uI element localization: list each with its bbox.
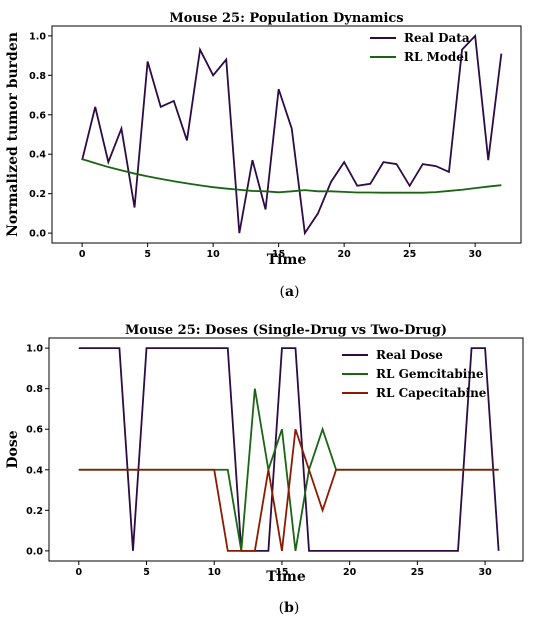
y-tick-label: 0.6	[26, 425, 43, 436]
legend: Real Data RL Model	[370, 31, 470, 64]
legend-entry: RL Model	[404, 50, 469, 64]
x-tick-label: 5	[143, 567, 150, 578]
y-tick-label: 0.0	[29, 229, 46, 240]
series-line-real-data	[81, 33, 503, 236]
x-tick-label: 25	[403, 249, 416, 260]
y-tick-label: 0.2	[26, 506, 43, 517]
x-tick-label: 5	[144, 249, 151, 260]
plot-frame	[51, 25, 522, 244]
x-tick-label: 0	[79, 249, 86, 260]
legend: Real Dose RL Gemcitabine RL Capecitabine	[342, 348, 487, 400]
x-tick-label: 15	[275, 567, 288, 578]
y-tick-label: 1.0	[26, 344, 43, 355]
x-tick-label: 15	[272, 249, 285, 260]
y-tick-label: 0.8	[26, 384, 43, 395]
chart-title: Mouse 25: Population Dynamics	[169, 11, 403, 26]
panel-caption: (a)	[279, 284, 299, 300]
y-tick-label: 1.0	[29, 31, 46, 42]
panel-caption: (b)	[279, 600, 300, 616]
x-axis-label: Time	[267, 252, 307, 268]
y-axis-label: Normalized tumor burden	[5, 32, 21, 237]
y-tick-label: 0.4	[26, 465, 43, 476]
series-line-rl-capecitabine	[78, 428, 499, 552]
x-tick-label: 10	[208, 567, 222, 578]
x-tick-label: 10	[207, 249, 221, 260]
legend-entry: RL Gemcitabine	[376, 367, 484, 381]
panel-letter: a	[285, 284, 294, 300]
y-tick-label: 0.2	[29, 189, 46, 200]
legend-entry: Real Data	[404, 31, 470, 45]
x-tick-label: 25	[411, 567, 424, 578]
plot-frame	[48, 337, 524, 562]
y-tick-label: 0.6	[29, 110, 46, 121]
panel-b: Mouse 25: Doses (Single-Drug vs Two-Drug…	[5, 323, 524, 616]
y-tick-label: 0.4	[29, 150, 46, 161]
x-tick-label: 30	[478, 567, 492, 578]
chart-title: Mouse 25: Doses (Single-Drug vs Two-Drug…	[125, 323, 447, 338]
x-tick-label: 20	[343, 567, 357, 578]
y-tick-label: 0.8	[29, 71, 46, 82]
panel-a: Mouse 25: Population Dynamics 0 5 10 15 20 25 3…	[5, 11, 522, 300]
x-tick-label: 30	[469, 249, 483, 260]
series-line-real-dose	[78, 347, 500, 552]
legend-entry: RL Capecitabine	[376, 386, 487, 400]
y-axis-label: Dose	[5, 430, 21, 468]
x-tick-label: 0	[75, 567, 82, 578]
series-line-rl-model	[81, 158, 502, 194]
x-axis-label: Time	[266, 569, 306, 585]
x-tick-label: 20	[338, 249, 352, 260]
legend-entry: Real Dose	[376, 348, 443, 362]
panel-letter: b	[284, 600, 294, 616]
series-line-rl-gemcitabine	[78, 388, 499, 552]
y-tick-label: 0.0	[26, 546, 43, 557]
